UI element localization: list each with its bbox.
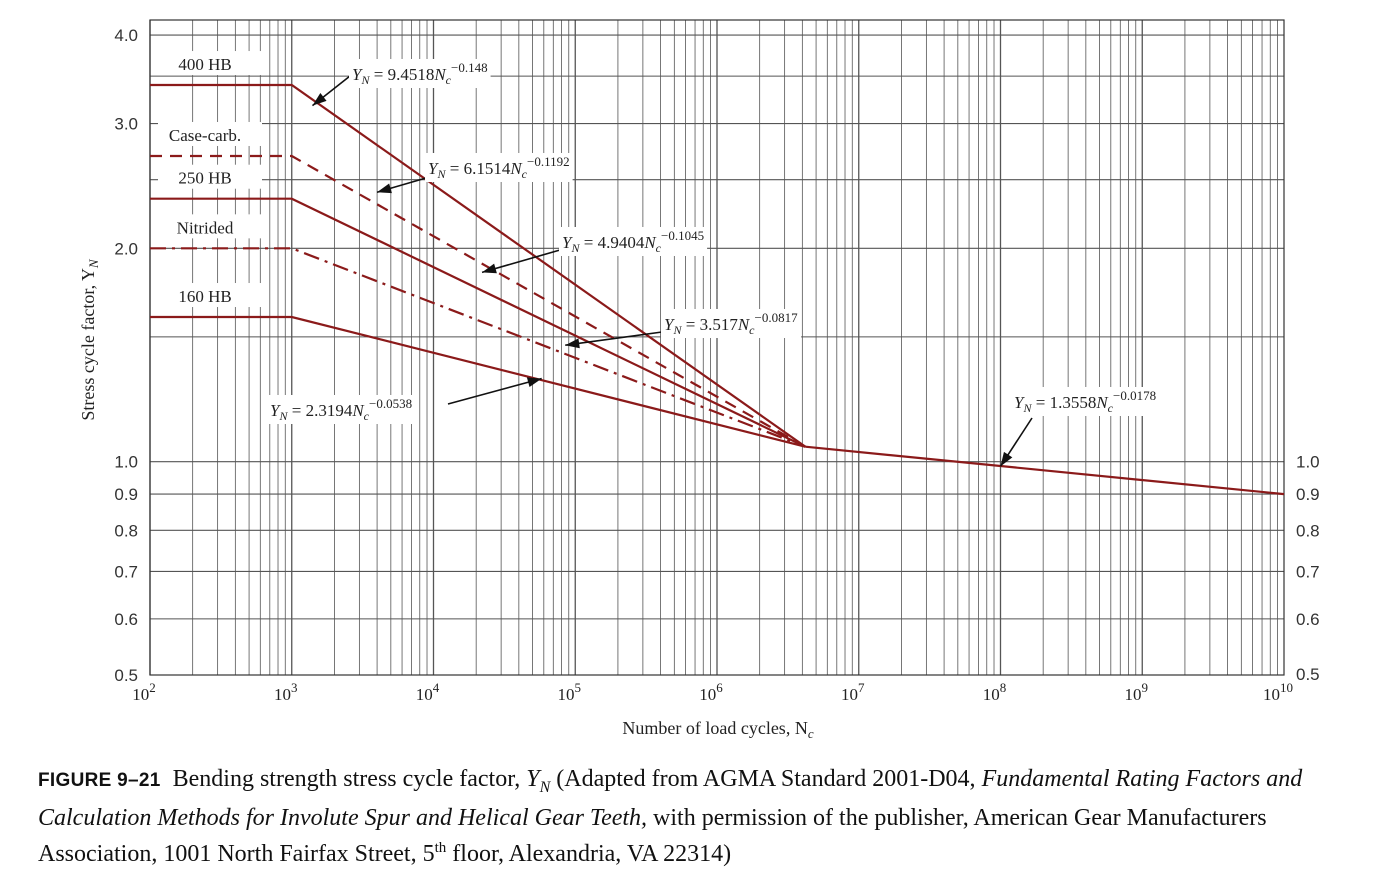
equation-tail: YN = 1.3558Nc−0.0178 — [1014, 388, 1156, 415]
y-axis-label: Stress cycle factor, YN — [78, 258, 101, 421]
equation-400hb: YN = 9.4518Nc−0.148 — [352, 60, 488, 87]
x-tick-label: 108 — [983, 680, 1007, 704]
series-label-bg — [158, 121, 262, 146]
equation-bg — [559, 227, 708, 256]
series-label: 250 HB — [178, 169, 231, 188]
series-label: 400 HB — [178, 55, 231, 74]
series-lines — [150, 83, 1285, 496]
caption-italic-title: Fundamental Rating Factors and Calculati… — [38, 766, 1303, 831]
series-line-case-carb — [150, 154, 806, 448]
series-label: Nitrided — [177, 218, 234, 237]
x-tick-label: 102 — [132, 680, 156, 704]
arrow-head — [312, 93, 327, 106]
series-labels: 400 HB Case-carb. 250 HB Nitrided 160 HB — [158, 51, 262, 308]
series-line-250-hb — [150, 197, 806, 448]
y-tick-label: 2.0 — [114, 239, 138, 258]
figure-caption: FIGURE 9–21 Bending strength stress cycle… — [38, 764, 1358, 869]
series-label-bg — [158, 283, 262, 308]
y-tick-labels-right: 0.5 0.6 0.7 0.8 0.9 1.0 — [1296, 453, 1320, 684]
y-tick-label: 0.6 — [114, 610, 138, 629]
y-tick-label: 0.5 — [114, 666, 138, 685]
caption-text-4: floor, Alexandria, VA 22314) — [446, 840, 732, 867]
y-tick-label-right: 0.8 — [1296, 521, 1320, 540]
arrow-head — [526, 377, 542, 388]
arrow-head — [377, 183, 392, 194]
series-line-nitrided — [150, 247, 806, 448]
x-tick-label: 103 — [274, 680, 298, 704]
y-tick-labels-left: 0.5 0.6 0.7 0.8 0.9 1.0 2.0 3.0 4.0 — [114, 26, 138, 685]
series-label-bg — [158, 164, 262, 189]
x-tick-label: 109 — [1125, 680, 1149, 704]
series-line-endurance — [805, 445, 1285, 496]
caption-text-3: with permission of the publisher, Americ… — [38, 804, 1267, 867]
equation-bg — [349, 59, 491, 88]
equation-250hb: YN = 4.9404Nc−0.1045 — [562, 228, 704, 255]
figure-number: FIGURE 9–21 — [38, 770, 161, 791]
y-tick-label-right: 0.6 — [1296, 610, 1320, 629]
x-tick-label: 104 — [416, 680, 440, 704]
y-tick-label: 0.7 — [114, 562, 138, 581]
equation-bg — [661, 309, 802, 338]
equation-nitrided: YN = 3.517Nc−0.0817 — [664, 310, 798, 337]
arrow-shaft — [565, 331, 663, 346]
equation-bg — [425, 153, 573, 182]
x-tick-label: 105 — [558, 680, 582, 704]
annotation-arrows — [311, 75, 1033, 467]
equation-bg — [267, 395, 416, 424]
x-tick-labels: 102 103 104 105 106 107 108 109 1010 — [132, 680, 1293, 704]
series-line-160-hb — [150, 315, 806, 448]
series-label-bg — [158, 214, 262, 239]
y-tick-label: 1.0 — [114, 453, 138, 472]
caption-text-2: (Adapted from AGMA Standard 2001-D04, — [550, 766, 982, 792]
arrow-shaft — [447, 377, 542, 405]
grid — [149, 20, 1284, 676]
arrow-head — [1000, 451, 1013, 467]
x-axis-label: Number of load cycles, Nc — [622, 718, 813, 741]
series-label-bg — [158, 51, 262, 76]
x-tick-label: 107 — [841, 680, 865, 704]
caption-text-1: Bending strength stress cycle factor, — [172, 766, 527, 792]
y-tick-label: 3.0 — [114, 115, 138, 134]
caption-superscript: th — [434, 839, 447, 856]
y-tick-label-right: 0.5 — [1296, 665, 1320, 684]
y-tick-label-right: 1.0 — [1296, 453, 1320, 472]
series-label: 160 HB — [178, 287, 231, 306]
equation-casecarb: YN = 6.1514Nc−0.1192 — [428, 154, 570, 181]
y-tick-label: 0.8 — [114, 521, 138, 540]
y-tick-label: 4.0 — [114, 26, 138, 45]
series-line-400-hb — [150, 83, 806, 448]
equation-160hb: YN = 2.3194Nc−0.0538 — [270, 396, 412, 423]
stress-cycle-chart: 0.5 0.6 0.7 0.8 0.9 1.0 2.0 3.0 4.0 0.5 0.6 0.7 0.8… — [78, 19, 1320, 741]
caption-symbol-sub: N — [539, 778, 551, 796]
arrow-head — [482, 263, 497, 274]
y-tick-label-right: 0.9 — [1296, 485, 1320, 504]
series-label: Case-carb. — [169, 126, 241, 145]
caption-symbol: Y — [526, 766, 540, 792]
equation-annotations: YN = 9.4518Nc−0.148 YN = 6.1514Nc−0.1192 Y… — [267, 59, 1160, 424]
plot-frame — [149, 19, 1285, 676]
equation-bg — [1011, 387, 1160, 416]
y-tick-label: 0.9 — [114, 485, 138, 504]
arrow-head — [565, 338, 580, 349]
x-tick-label: 106 — [699, 680, 723, 704]
x-tick-label: 1010 — [1263, 680, 1293, 704]
y-tick-label-right: 0.7 — [1296, 562, 1320, 581]
